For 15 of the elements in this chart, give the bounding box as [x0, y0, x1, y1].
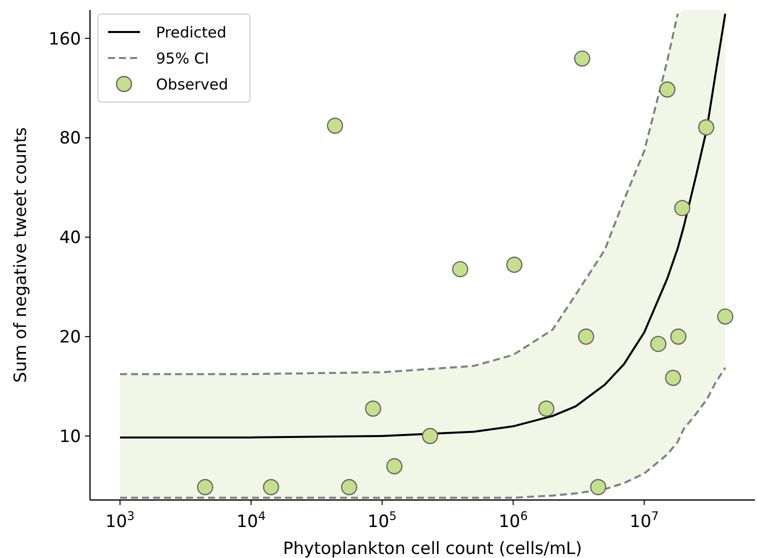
- y-axis-title: Sum of negative tweet counts: [11, 127, 31, 383]
- x-tick-label: 10$^{7}$: [630, 509, 659, 532]
- y-tick-label: 20: [59, 328, 81, 348]
- legend-label: 95% CI: [156, 49, 210, 68]
- y-tick-label: 10: [59, 426, 81, 447]
- x-tick-label: 10$^{6}$: [498, 509, 528, 532]
- y-tick-label: 40: [59, 228, 81, 248]
- x-tick-label: 10$^{3}$: [105, 509, 135, 532]
- legend-label: Observed: [156, 75, 228, 94]
- legend-label: Predicted: [156, 23, 226, 42]
- x-axis-title: Phytoplankton cell count (cells/mL): [282, 539, 582, 558]
- y-tick-label: 80: [59, 128, 81, 149]
- x-tick-label: 10$^{5}$: [368, 509, 397, 532]
- y-tick-label: 160: [48, 29, 81, 50]
- x-tick-label: 10$^{4}$: [236, 509, 266, 532]
